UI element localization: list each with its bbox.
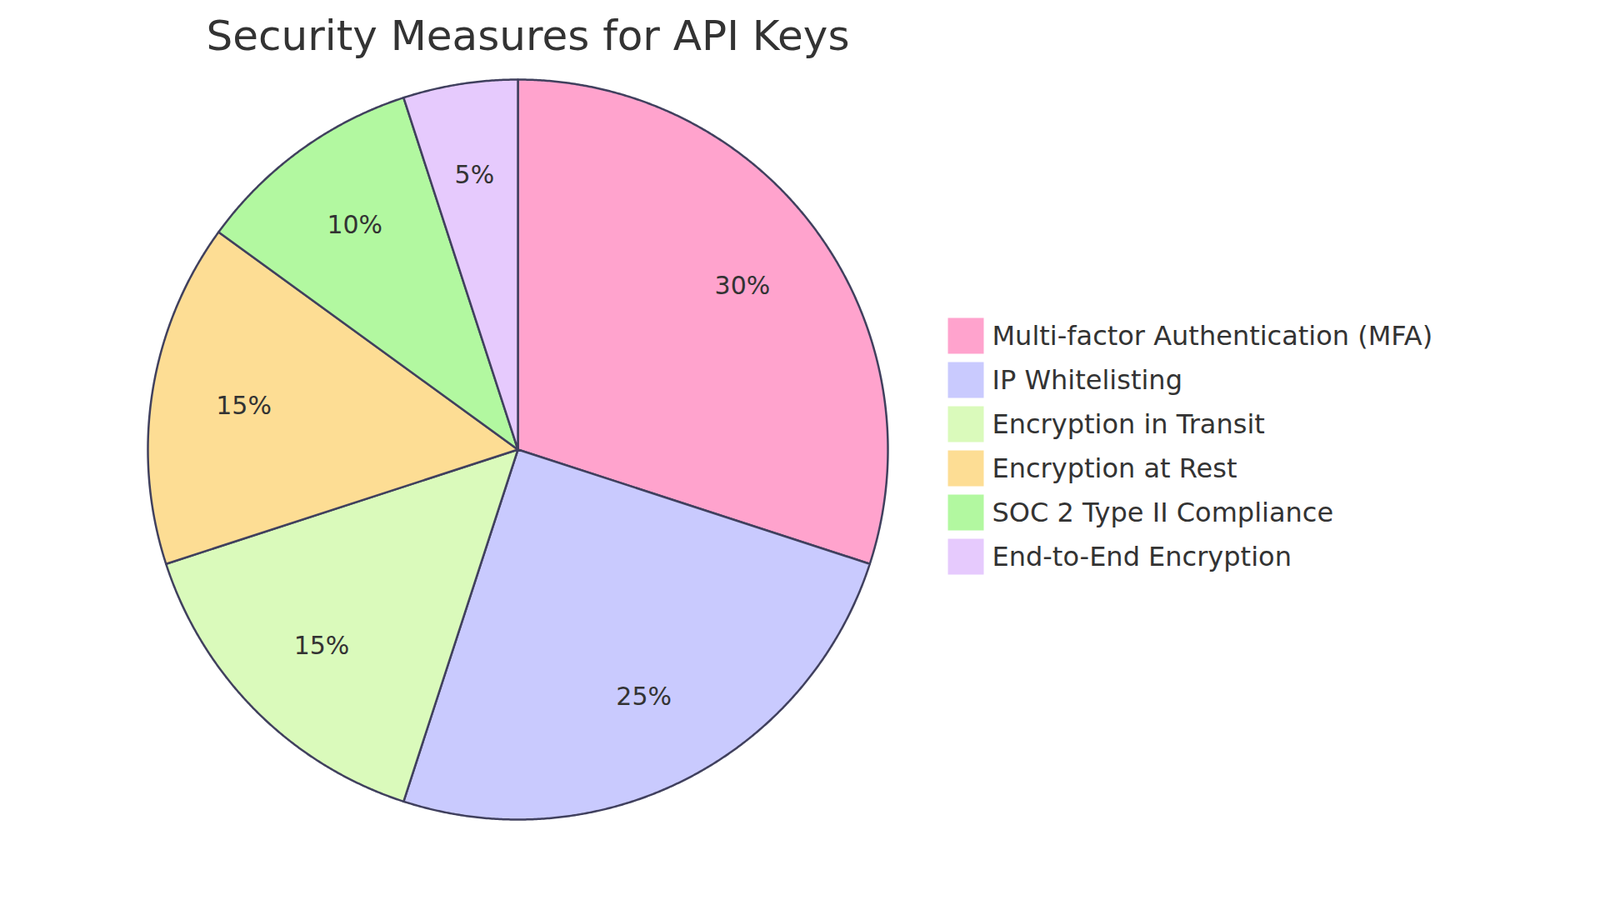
svg-text:5%: 5% xyxy=(455,160,495,190)
svg-text:Encryption at Rest: Encryption at Rest xyxy=(992,452,1238,485)
svg-text:15%: 15% xyxy=(215,390,272,420)
svg-text:End-to-End Encryption: End-to-End Encryption xyxy=(992,540,1292,573)
svg-text:30%: 30% xyxy=(715,270,771,300)
svg-text:10%: 10% xyxy=(326,210,383,240)
svg-text:Security Measures for API Keys: Security Measures for API Keys xyxy=(206,11,850,60)
svg-text:SOC 2 Type II Compliance: SOC 2 Type II Compliance xyxy=(992,496,1335,529)
svg-text:IP Whitelisting: IP Whitelisting xyxy=(992,364,1183,396)
svg-text:Encryption in Transit: Encryption in Transit xyxy=(992,408,1265,440)
svg-text:25%: 25% xyxy=(615,681,672,711)
svg-text:15%: 15% xyxy=(294,630,350,660)
svg-text:Multi-factor Authentication (M: Multi-factor Authentication (MFA) xyxy=(992,320,1434,352)
